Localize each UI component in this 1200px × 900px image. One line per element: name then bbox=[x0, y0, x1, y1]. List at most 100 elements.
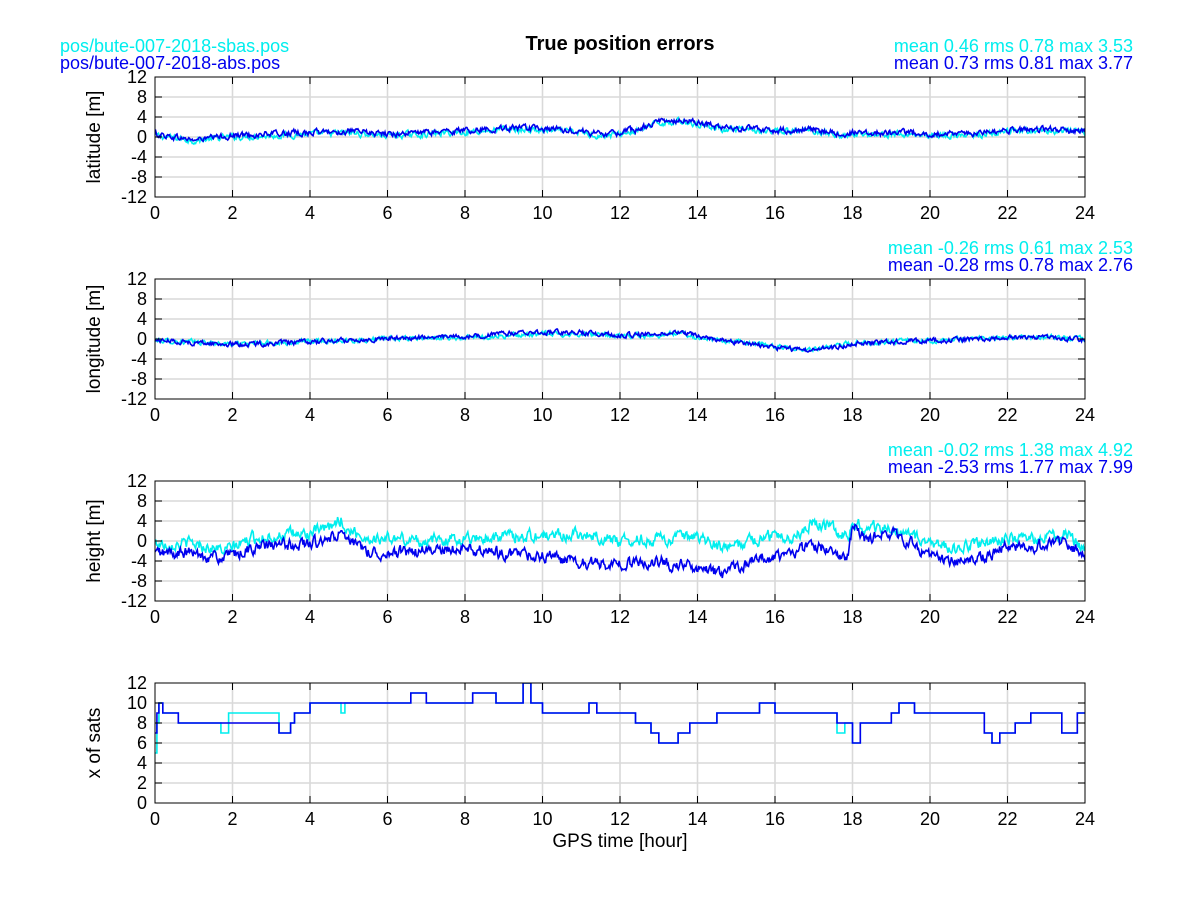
x-tick-label: 2 bbox=[227, 607, 237, 627]
x-tick-label: 24 bbox=[1075, 809, 1095, 829]
x-tick-label: 0 bbox=[150, 607, 160, 627]
x-tick-label: 10 bbox=[532, 607, 552, 627]
y-tick-label: 12 bbox=[127, 673, 147, 693]
y-tick-label: 2 bbox=[137, 773, 147, 793]
x-tick-label: 20 bbox=[920, 809, 940, 829]
x-tick-label: 8 bbox=[460, 203, 470, 223]
x-tick-label: 24 bbox=[1075, 405, 1095, 425]
y-tick-label: 8 bbox=[137, 491, 147, 511]
x-tick-label: 4 bbox=[305, 405, 315, 425]
x-tick-label: 16 bbox=[765, 203, 785, 223]
y-tick-label: -8 bbox=[131, 167, 147, 187]
x-tick-label: 24 bbox=[1075, 203, 1095, 223]
stats-abs: mean -0.28 rms 0.78 max 2.76 bbox=[888, 255, 1133, 275]
x-tick-label: 24 bbox=[1075, 607, 1095, 627]
x-tick-label: 8 bbox=[460, 607, 470, 627]
y-tick-label: 4 bbox=[137, 753, 147, 773]
x-tick-label: 0 bbox=[150, 405, 160, 425]
x-tick-label: 6 bbox=[382, 405, 392, 425]
x-tick-label: 22 bbox=[997, 203, 1017, 223]
series-line-abs bbox=[155, 683, 1085, 744]
stats-sbas: mean -0.26 rms 0.61 max 2.53 bbox=[888, 238, 1133, 258]
x-tick-label: 6 bbox=[382, 607, 392, 627]
x-tick-label: 14 bbox=[687, 607, 707, 627]
stats-abs: mean 0.73 rms 0.81 max 3.77 bbox=[894, 53, 1133, 73]
y-tick-label: -4 bbox=[131, 147, 147, 167]
y-tick-label: 0 bbox=[137, 329, 147, 349]
x-tick-label: 10 bbox=[532, 203, 552, 223]
x-tick-label: 22 bbox=[997, 405, 1017, 425]
x-tick-label: 14 bbox=[687, 405, 707, 425]
y-tick-label: 12 bbox=[127, 269, 147, 289]
x-tick-label: 4 bbox=[305, 809, 315, 829]
stats-abs: mean -2.53 rms 1.77 max 7.99 bbox=[888, 457, 1133, 477]
x-tick-label: 18 bbox=[842, 203, 862, 223]
stats-sbas: mean -0.02 rms 1.38 max 4.92 bbox=[888, 440, 1133, 460]
x-tick-label: 14 bbox=[687, 203, 707, 223]
series-line-sbas bbox=[155, 516, 1085, 556]
y-tick-label: 8 bbox=[137, 87, 147, 107]
series-line-abs bbox=[155, 523, 1085, 579]
x-tick-label: 20 bbox=[920, 405, 940, 425]
x-tick-label: 12 bbox=[610, 405, 630, 425]
x-tick-label: 2 bbox=[227, 203, 237, 223]
x-tick-label: 20 bbox=[920, 607, 940, 627]
legend-file-abs: pos/bute-007-2018-abs.pos bbox=[60, 53, 280, 73]
y-tick-label: 6 bbox=[137, 733, 147, 753]
chart-title: True position errors bbox=[526, 33, 715, 55]
subplots-group: 0 2 4 6 8 10 12 14 16 18 20 22 24-12-8-404812latitud… bbox=[84, 36, 1133, 852]
y-tick-label: -8 bbox=[131, 369, 147, 389]
x-tick-label: 10 bbox=[532, 809, 552, 829]
x-tick-label: 20 bbox=[920, 203, 940, 223]
series-line-abs bbox=[155, 328, 1085, 353]
y-axis-label: latitude [m] bbox=[84, 91, 105, 184]
y-tick-label: 4 bbox=[137, 511, 147, 531]
y-tick-label: -12 bbox=[121, 389, 147, 409]
x-tick-label: 8 bbox=[460, 809, 470, 829]
x-tick-label: 18 bbox=[842, 607, 862, 627]
y-axis-label: x of sats bbox=[84, 708, 105, 779]
y-tick-label: -4 bbox=[131, 551, 147, 571]
x-tick-label: 22 bbox=[997, 809, 1017, 829]
x-tick-label: 2 bbox=[227, 809, 237, 829]
x-tick-label: 6 bbox=[382, 809, 392, 829]
subplot-1: 0 2 4 6 8 10 12 14 16 18 20 22 24-12-8-404812latitud… bbox=[84, 36, 1133, 223]
y-tick-label: 0 bbox=[137, 793, 147, 813]
legend-file-sbas: pos/bute-007-2018-sbas.pos bbox=[60, 36, 289, 56]
x-tick-label: 18 bbox=[842, 809, 862, 829]
stats-sbas: mean 0.46 rms 0.78 max 3.53 bbox=[894, 36, 1133, 56]
y-tick-label: -12 bbox=[121, 591, 147, 611]
x-tick-label: 22 bbox=[997, 607, 1017, 627]
x-tick-label: 2 bbox=[227, 405, 237, 425]
x-axis-label: GPS time [hour] bbox=[552, 831, 687, 852]
y-axis-label: longitude [m] bbox=[84, 285, 105, 394]
x-tick-label: 4 bbox=[305, 607, 315, 627]
x-tick-label: 16 bbox=[765, 809, 785, 829]
y-tick-label: 4 bbox=[137, 107, 147, 127]
x-tick-label: 12 bbox=[610, 607, 630, 627]
x-tick-label: 4 bbox=[305, 203, 315, 223]
series-line-abs bbox=[155, 117, 1085, 143]
x-tick-label: 18 bbox=[842, 405, 862, 425]
y-tick-label: 8 bbox=[137, 289, 147, 309]
y-tick-label: 8 bbox=[137, 713, 147, 733]
y-tick-label: 4 bbox=[137, 309, 147, 329]
x-tick-label: 16 bbox=[765, 607, 785, 627]
x-tick-label: 6 bbox=[382, 203, 392, 223]
y-tick-label: 12 bbox=[127, 471, 147, 491]
subplot-3: 0 2 4 6 8 10 12 14 16 18 20 22 24-12-8-404812height … bbox=[84, 440, 1133, 627]
y-tick-label: -8 bbox=[131, 571, 147, 591]
x-tick-label: 12 bbox=[610, 809, 630, 829]
y-tick-label: 10 bbox=[127, 693, 147, 713]
subplot-2: 0 2 4 6 8 10 12 14 16 18 20 22 24-12-8-404812longitu… bbox=[84, 238, 1133, 425]
x-tick-label: 0 bbox=[150, 809, 160, 829]
x-tick-label: 0 bbox=[150, 203, 160, 223]
y-tick-label: -4 bbox=[131, 349, 147, 369]
y-tick-label: 0 bbox=[137, 127, 147, 147]
x-tick-label: 10 bbox=[532, 405, 552, 425]
y-tick-label: 0 bbox=[137, 531, 147, 551]
x-tick-label: 12 bbox=[610, 203, 630, 223]
y-tick-label: -12 bbox=[121, 187, 147, 207]
